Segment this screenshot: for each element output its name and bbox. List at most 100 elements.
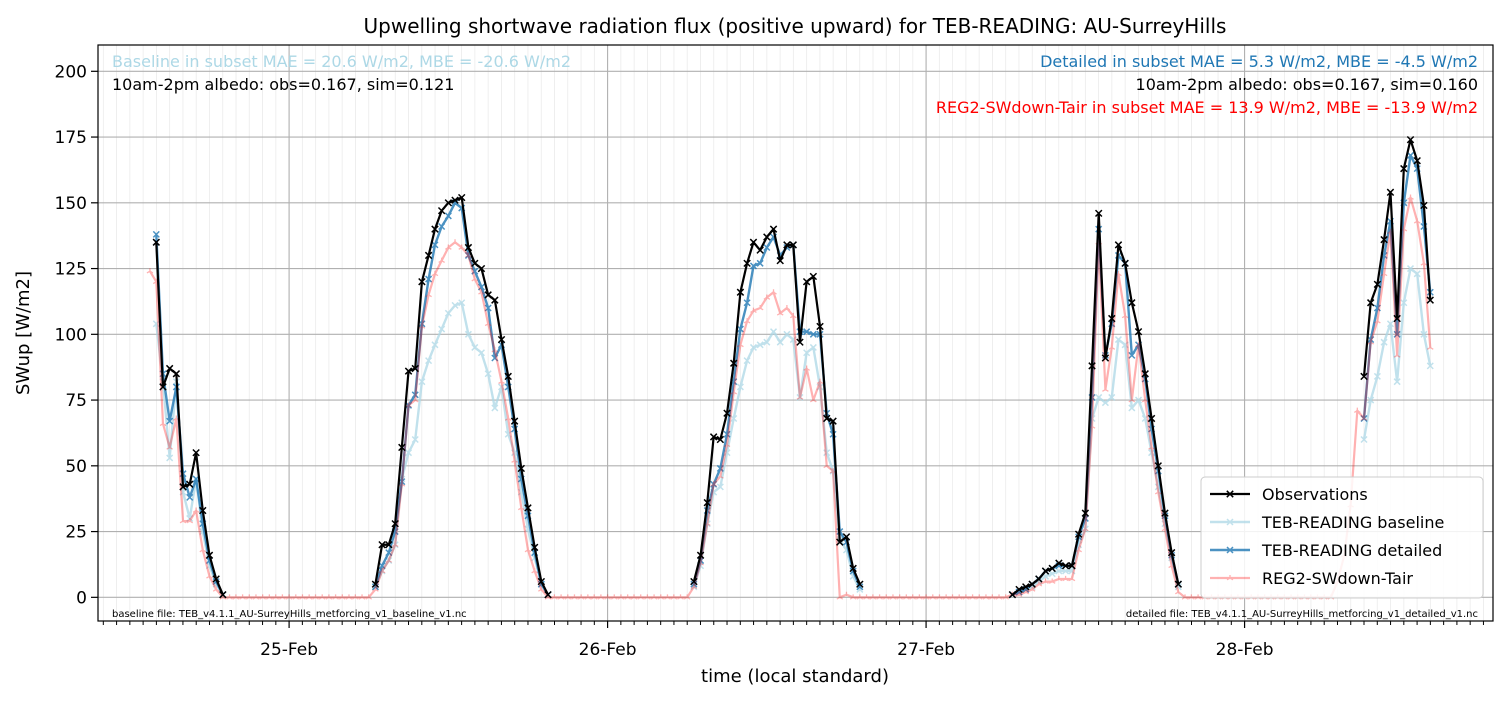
data-point	[471, 343, 479, 351]
data-point	[484, 320, 492, 327]
data-point	[391, 541, 399, 549]
x-tick-label: 25-Feb	[260, 640, 318, 660]
data-point	[345, 594, 353, 600]
data-point	[1374, 318, 1381, 324]
x-tick-label: 26-Feb	[579, 640, 637, 660]
data-point	[803, 365, 810, 371]
data-point	[1081, 509, 1090, 517]
data-point	[1102, 386, 1109, 392]
data-point	[1154, 489, 1162, 495]
data-point	[372, 586, 379, 592]
data-point	[690, 583, 698, 591]
data-point	[1373, 304, 1381, 312]
data-point	[551, 594, 558, 600]
data-point	[749, 238, 758, 246]
data-point	[232, 594, 240, 600]
data-point	[431, 241, 439, 249]
data-point	[166, 444, 173, 450]
data-point	[843, 591, 850, 598]
data-point	[909, 594, 917, 600]
data-point	[876, 594, 883, 600]
data-point	[438, 222, 446, 231]
data-point	[451, 301, 459, 309]
data-point	[1121, 341, 1129, 349]
data-point	[1062, 567, 1070, 575]
data-point	[1002, 594, 1010, 600]
data-point	[677, 594, 684, 600]
data-point	[1022, 583, 1030, 591]
data-point	[1161, 509, 1169, 517]
data-point	[1373, 280, 1382, 289]
data-point	[644, 594, 651, 600]
data-point	[484, 304, 492, 312]
legend-swatch	[1210, 490, 1250, 498]
data-point	[1426, 344, 1434, 350]
y-tick-label: 125	[55, 260, 87, 280]
data-point	[1028, 586, 1036, 592]
data-point	[378, 568, 386, 574]
detailed-albedo-annotation: 10am-2pm albedo: obs=0.167, sim=0.160	[1136, 75, 1478, 94]
data-point	[538, 586, 545, 592]
data-point	[292, 594, 300, 600]
data-point	[736, 383, 744, 391]
data-point	[982, 594, 990, 600]
data-point	[637, 594, 645, 600]
data-point	[969, 594, 976, 600]
data-point	[411, 435, 419, 444]
data-point	[710, 480, 718, 488]
data-point	[444, 199, 453, 207]
data-point	[1141, 397, 1149, 403]
data-point	[418, 277, 426, 286]
data-point	[816, 378, 824, 385]
y-tick-label: 25	[65, 523, 87, 543]
data-point	[491, 296, 499, 304]
data-point	[823, 462, 831, 469]
data-point	[464, 330, 472, 338]
data-point	[279, 594, 286, 600]
data-point	[504, 415, 512, 421]
legend-label: TEB-READING baseline	[1261, 513, 1444, 532]
data-point	[584, 594, 592, 600]
y-tick-label: 100	[55, 325, 87, 345]
series-layer	[146, 135, 1434, 600]
data-point	[1174, 583, 1182, 591]
data-point	[152, 320, 160, 328]
data-point	[510, 417, 519, 425]
data-point	[1048, 578, 1056, 584]
data-point	[650, 594, 658, 600]
data-point	[836, 538, 844, 546]
data-point	[763, 294, 771, 300]
data-point	[199, 546, 207, 553]
data-point	[199, 506, 207, 515]
data-point	[770, 289, 777, 295]
data-point	[1108, 344, 1116, 350]
data-point	[803, 349, 811, 357]
detailed-file-annotation: detailed file: TEB_v4.1.1_AU-SurreyHills…	[1126, 609, 1478, 620]
data-point	[172, 370, 181, 378]
data-point	[949, 594, 956, 600]
data-point	[1413, 270, 1421, 278]
data-point	[378, 562, 386, 570]
data-point	[836, 594, 844, 600]
data-point	[1101, 399, 1109, 407]
data-point	[710, 481, 717, 487]
data-point	[285, 594, 293, 600]
data-point	[683, 594, 691, 600]
data-point	[1015, 591, 1023, 598]
data-point	[299, 594, 306, 600]
data-point	[916, 594, 923, 600]
data-point	[245, 594, 253, 600]
data-point	[783, 305, 791, 311]
data-point	[1061, 562, 1070, 570]
data-point	[690, 583, 698, 590]
y-tick-label: 200	[55, 62, 87, 82]
data-point	[444, 212, 452, 220]
data-point	[571, 594, 578, 600]
data-point	[451, 239, 459, 245]
data-point	[1048, 570, 1056, 578]
data-point	[743, 299, 751, 307]
data-point	[1068, 562, 1076, 570]
data-point	[504, 372, 512, 381]
data-point	[1393, 352, 1401, 358]
data-point	[604, 594, 611, 600]
